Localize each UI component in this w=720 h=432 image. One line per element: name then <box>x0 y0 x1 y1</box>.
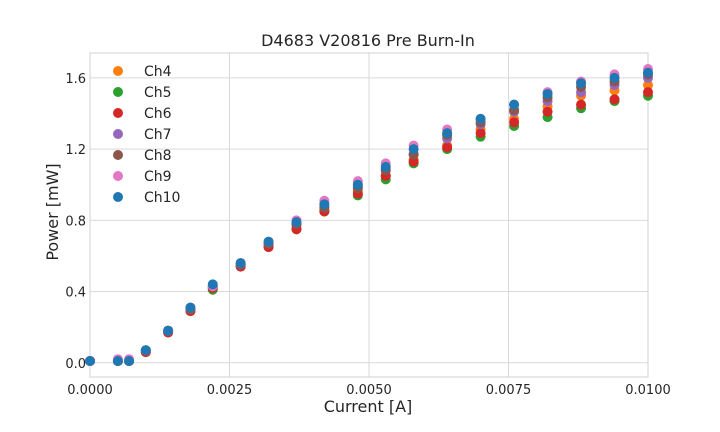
y-tick-label: 1.2 <box>65 143 86 158</box>
data-point <box>643 67 653 78</box>
legend-item-ch7: Ch7 <box>113 127 172 143</box>
data-point <box>542 88 553 99</box>
data-point <box>442 142 453 153</box>
data-point <box>124 355 135 366</box>
data-point <box>235 258 246 269</box>
x-tick-label: 0.0075 <box>486 383 532 398</box>
x-tick-label: 0.0000 <box>67 383 113 398</box>
data-point <box>609 72 620 83</box>
x-tick-label: 0.0025 <box>207 383 253 398</box>
data-point <box>509 99 520 110</box>
legend-marker <box>113 129 123 139</box>
legend-marker <box>113 150 123 160</box>
legend-label: Ch5 <box>144 85 172 101</box>
legend-marker <box>113 192 123 202</box>
data-point <box>643 80 653 91</box>
x-tick-label: 0.0100 <box>625 383 671 398</box>
x-axis-ticks: 0.0000 0.0025 0.0050 0.0075 0.0100 <box>67 383 671 398</box>
data-points <box>85 64 653 366</box>
data-point <box>408 144 419 155</box>
data-point <box>140 345 151 356</box>
data-point <box>163 325 174 336</box>
legend-label: Ch10 <box>144 190 180 206</box>
legend-item-ch8: Ch8 <box>113 148 172 164</box>
legend-marker <box>113 66 123 76</box>
y-tick-label: 0.8 <box>65 214 86 229</box>
data-point <box>509 117 520 128</box>
data-point <box>475 128 486 139</box>
data-point <box>408 156 419 167</box>
data-point <box>85 355 95 366</box>
data-point <box>185 302 196 313</box>
legend-marker <box>113 87 123 97</box>
legend-item-ch6: Ch6 <box>113 106 172 122</box>
legend-marker <box>113 171 123 181</box>
data-point <box>380 161 391 172</box>
y-axis-ticks: 0.0 0.4 0.8 1.2 1.6 <box>65 72 86 372</box>
legend-item-ch5: Ch5 <box>113 85 172 101</box>
x-axis-label: Current [A] <box>324 397 413 416</box>
legend-label: Ch8 <box>144 148 172 164</box>
legend-label: Ch6 <box>144 106 172 122</box>
data-point <box>576 78 587 89</box>
data-point <box>352 179 363 190</box>
chart-title: D4683 V20816 Pre Burn-In <box>261 31 475 50</box>
legend-marker <box>113 108 123 118</box>
data-point <box>263 236 274 247</box>
legend-label: Ch7 <box>144 127 172 143</box>
data-point <box>112 355 123 366</box>
legend: Ch4 Ch5 Ch6 Ch7 Ch8 Ch9 Ch10 <box>113 64 180 206</box>
data-point <box>207 279 218 290</box>
legend-label: Ch4 <box>144 64 172 80</box>
series-ch10 <box>85 67 653 366</box>
plot-frame <box>89 52 649 378</box>
y-tick-label: 1.6 <box>65 72 86 87</box>
data-point <box>542 106 553 117</box>
data-point <box>442 128 453 139</box>
y-axis-label: Power [mW] <box>43 163 62 260</box>
data-point <box>576 99 587 110</box>
y-tick-label: 0.4 <box>65 286 86 301</box>
x-tick-label: 0.0050 <box>346 383 392 398</box>
legend-label: Ch9 <box>144 169 172 185</box>
y-tick-label: 0.0 <box>65 357 86 372</box>
data-point <box>291 217 302 228</box>
data-point <box>319 199 330 210</box>
data-point <box>475 113 486 124</box>
legend-item-ch10: Ch10 <box>113 190 180 206</box>
legend-item-ch4: Ch4 <box>113 64 172 80</box>
data-point <box>609 94 620 105</box>
legend-item-ch9: Ch9 <box>113 169 172 185</box>
data-point <box>643 87 653 98</box>
